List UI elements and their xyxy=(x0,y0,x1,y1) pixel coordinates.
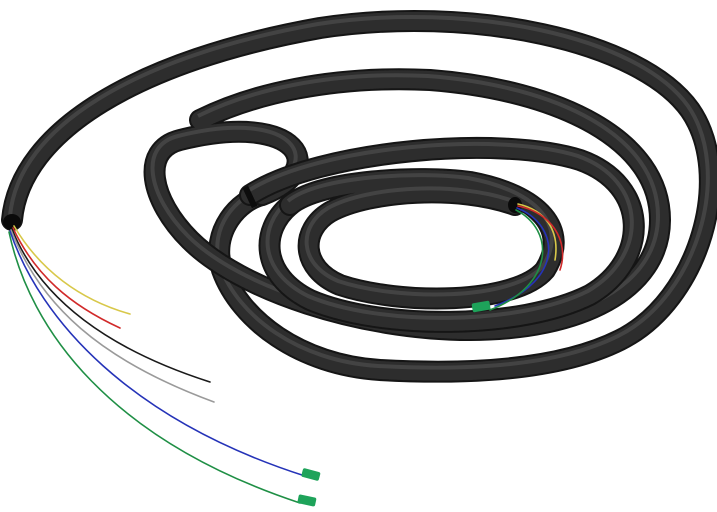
right-red-wire xyxy=(517,205,564,271)
conduit-outer-loop-highlight xyxy=(8,15,710,370)
conduit-third-loop xyxy=(241,138,643,331)
left-gray-wire xyxy=(10,229,215,403)
right-wire-bundle xyxy=(489,203,564,311)
conduit-joint-ring xyxy=(242,185,258,209)
right-green-wire xyxy=(489,209,544,311)
conduit-left-opening xyxy=(3,214,21,230)
left-yellow-wire xyxy=(13,225,131,315)
left-red-wire xyxy=(12,227,121,329)
left-blue-wire xyxy=(9,230,306,477)
right-yellow-wire xyxy=(517,203,557,261)
left-blue-connector xyxy=(301,468,321,481)
conduit-third-loop-highlight xyxy=(246,141,634,320)
conduit-coil xyxy=(1,10,717,383)
left-green-connector xyxy=(297,494,317,507)
left-wire-bundle xyxy=(8,225,306,504)
left-connectors xyxy=(297,468,321,507)
left-black-wire xyxy=(11,228,211,383)
conduit-inner-loop-highlight xyxy=(286,173,554,297)
left-green-wire xyxy=(8,231,301,504)
right-green-connector xyxy=(471,300,491,313)
conduit-inner-loop xyxy=(281,170,563,308)
